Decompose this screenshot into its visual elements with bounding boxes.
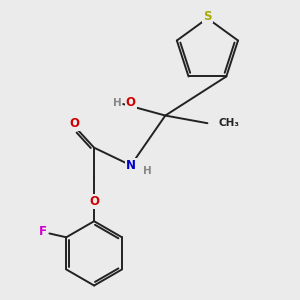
Text: H: H	[113, 98, 122, 107]
Text: S: S	[203, 10, 212, 22]
Text: N: N	[126, 159, 136, 172]
Text: O: O	[69, 117, 79, 130]
Text: O: O	[89, 195, 99, 208]
Text: O: O	[126, 96, 136, 109]
Text: H: H	[143, 167, 152, 176]
Text: F: F	[39, 225, 47, 238]
Text: CH₃: CH₃	[218, 118, 239, 128]
